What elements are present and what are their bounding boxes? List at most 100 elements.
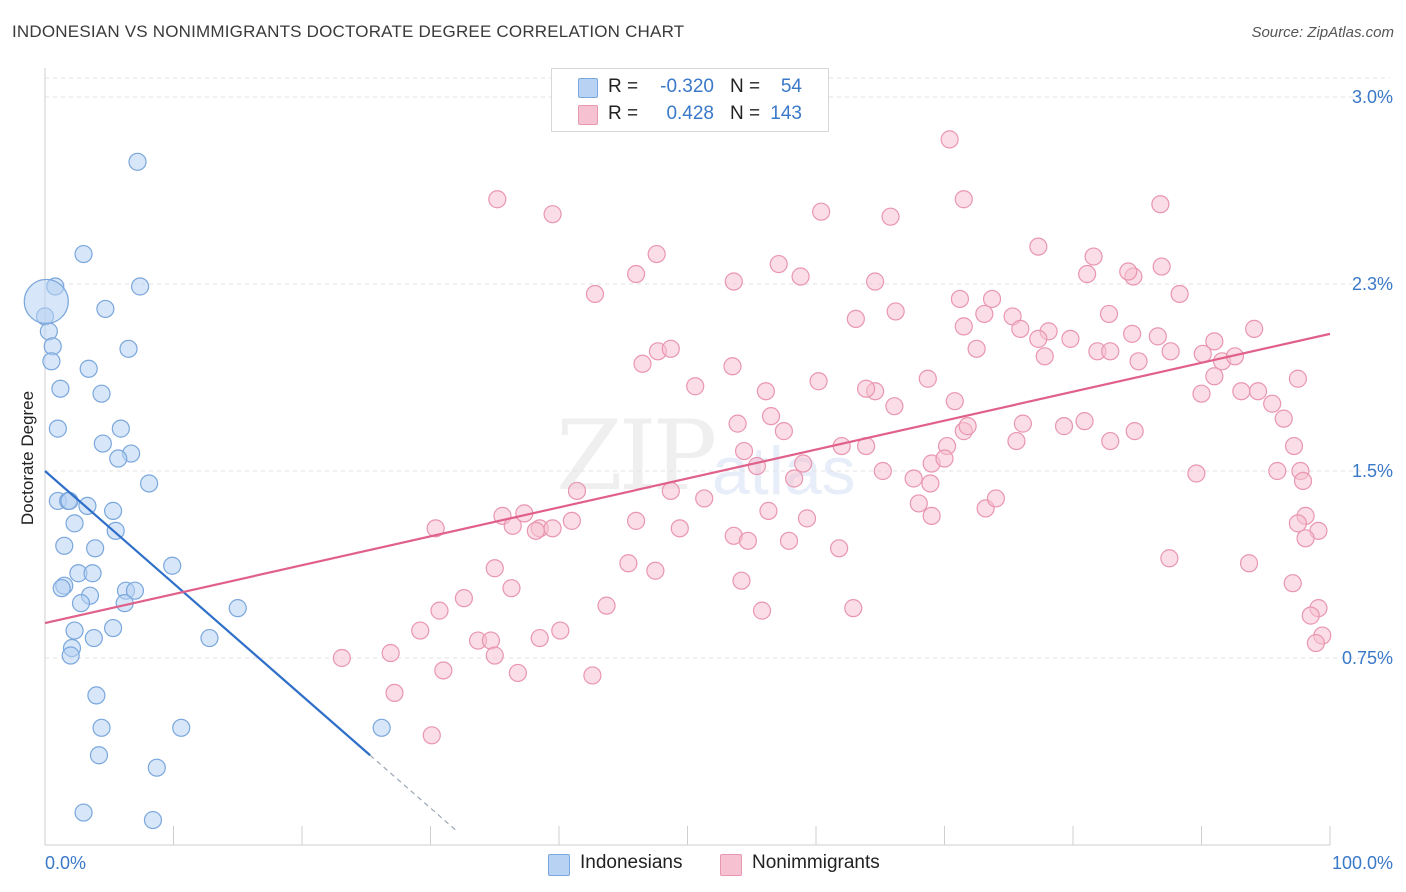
legend-r-label: R = xyxy=(608,76,639,97)
point-nonimmigrant xyxy=(526,521,545,540)
point-nonimmigrant xyxy=(1187,464,1206,483)
trend-lines xyxy=(44,332,1331,831)
point-nonimmigrant xyxy=(422,726,441,745)
point-indonesian xyxy=(228,599,247,618)
point-indonesian xyxy=(51,379,70,398)
y-tick-label: 1.5% xyxy=(1352,461,1393,481)
point-nonimmigrant xyxy=(950,289,970,309)
point-nonimmigrant xyxy=(769,254,788,274)
point-nonimmigrant xyxy=(626,264,646,284)
point-nonimmigrant xyxy=(1101,342,1120,361)
point-indonesian xyxy=(372,718,391,737)
point-nonimmigrant xyxy=(411,621,430,640)
point-nonimmigrant xyxy=(734,441,754,461)
point-indonesian xyxy=(163,556,182,575)
point-indonesian xyxy=(92,718,111,737)
chart-source: Source: ZipAtlas.com xyxy=(1251,24,1394,41)
point-nonimmigrant xyxy=(1101,431,1120,451)
point-nonimmigrant xyxy=(670,519,689,538)
point-nonimmigrant xyxy=(485,559,504,578)
point-nonimmigrant xyxy=(756,382,775,401)
point-nonimmigrant xyxy=(1119,262,1138,281)
point-nonimmigrant xyxy=(1151,195,1170,214)
point-indonesian xyxy=(48,419,67,438)
point-nonimmigrant xyxy=(385,683,404,703)
legend-n-label: N = xyxy=(730,76,761,97)
chart-title: INDONESIAN VS NONIMMIGRANTS DOCTORATE DE… xyxy=(12,22,685,41)
point-nonimmigrant xyxy=(761,407,781,426)
point-nonimmigrant xyxy=(585,284,605,304)
point-nonimmigrant xyxy=(794,454,813,473)
point-nonimmigrant xyxy=(551,621,570,640)
point-nonimmigrant xyxy=(945,392,964,411)
legend-r-value: 0.428 xyxy=(666,103,714,124)
point-nonimmigrant xyxy=(759,501,778,520)
point-indonesian xyxy=(111,419,130,438)
point-nonimmigrant xyxy=(597,596,616,615)
point-nonimmigrant xyxy=(724,272,743,291)
correlation-legend: R = -0.320 N = 54 R = 0.428 N = 143 xyxy=(551,68,829,132)
point-nonimmigrant xyxy=(954,317,973,336)
point-indonesian xyxy=(128,152,147,171)
point-nonimmigrant xyxy=(844,599,863,618)
point-nonimmigrant xyxy=(866,272,885,291)
point-indonesian xyxy=(92,384,111,403)
tick-labels: 0.75% 1.5% 2.3% 3.0% 0.0% 100.0% xyxy=(45,87,1393,873)
point-nonimmigrant xyxy=(904,469,923,488)
point-nonimmigrant xyxy=(1288,369,1307,388)
point-indonesian xyxy=(89,746,109,765)
point-indonesian xyxy=(74,244,93,264)
point-nonimmigrant xyxy=(809,372,828,391)
point-nonimmigrant xyxy=(723,357,742,376)
point-nonimmigrant xyxy=(967,339,986,358)
point-nonimmigrant xyxy=(921,474,940,493)
point-indonesian xyxy=(96,299,115,319)
x-tick-label: 100.0% xyxy=(1332,853,1393,873)
legend-r-value: -0.320 xyxy=(660,76,714,97)
point-nonimmigrant xyxy=(922,506,941,525)
point-nonimmigrant xyxy=(426,519,445,538)
legend-swatch-blue xyxy=(578,78,598,98)
legend-n-value: 54 xyxy=(780,76,802,97)
point-nonimmigrant xyxy=(752,601,772,620)
point-indonesian xyxy=(139,474,159,493)
point-nonimmigrant xyxy=(562,511,581,530)
point-indonesian xyxy=(65,514,84,533)
point-indonesian xyxy=(42,352,61,371)
point-nonimmigrant xyxy=(1013,414,1032,433)
point-nonimmigrant xyxy=(695,489,714,508)
point-nonimmigrant xyxy=(1245,319,1264,338)
legend-label-nonimmigrants: Nonimmigrants xyxy=(752,852,880,873)
point-indonesian xyxy=(60,491,79,511)
point-nonimmigrant xyxy=(909,494,928,513)
point-nonimmigrant xyxy=(646,561,665,580)
point-nonimmigrant xyxy=(1293,471,1313,491)
point-nonimmigrant xyxy=(1099,304,1119,324)
point-nonimmigrant xyxy=(567,481,587,501)
point-nonimmigrant xyxy=(1296,529,1315,548)
point-indonesian xyxy=(55,536,74,555)
point-nonimmigrant xyxy=(791,267,810,286)
point-nonimmigrant xyxy=(434,661,453,680)
gridlines xyxy=(45,77,1390,659)
point-indonesian xyxy=(86,539,105,558)
point-nonimmigrant xyxy=(975,304,994,324)
axes xyxy=(44,68,1331,846)
point-nonimmigrant xyxy=(332,648,351,668)
point-nonimmigrant xyxy=(1239,554,1259,573)
point-nonimmigrant xyxy=(954,190,973,209)
point-nonimmigrant xyxy=(1192,384,1211,403)
point-nonimmigrant xyxy=(1248,382,1268,401)
legend-row-nonimmigrants: R = 0.428 N = 143 xyxy=(552,101,828,127)
point-nonimmigrant xyxy=(1148,327,1167,346)
point-nonimmigrant xyxy=(454,589,474,608)
point-indonesian xyxy=(39,322,58,341)
point-nonimmigrant xyxy=(785,469,804,488)
legend-label-indonesians: Indonesians xyxy=(580,852,683,873)
point-nonimmigrant xyxy=(797,509,817,528)
point-nonimmigrant xyxy=(873,461,892,481)
point-nonimmigrant xyxy=(935,449,954,468)
point-nonimmigrant xyxy=(1205,332,1224,351)
point-indonesian xyxy=(52,579,71,598)
point-indonesian xyxy=(147,758,166,777)
